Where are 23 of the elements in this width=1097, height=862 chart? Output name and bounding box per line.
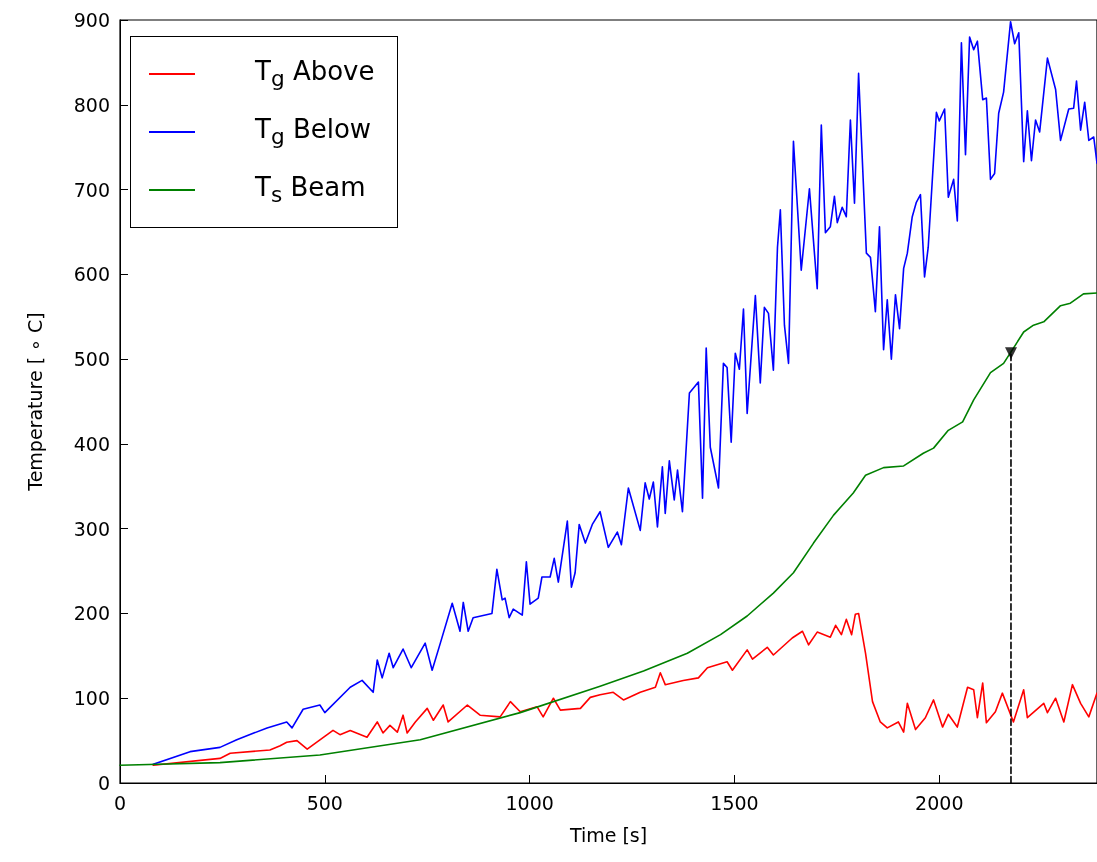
line-series (119, 292, 1097, 766)
y-tick-label: 500 (73, 348, 110, 371)
y-tick-label: 200 (73, 602, 110, 625)
line-series (152, 20, 1097, 766)
x-tick-label: 1000 (505, 791, 554, 814)
line-series (152, 612, 1097, 766)
y-tick-label: 800 (73, 93, 110, 116)
x-axis-title: Time [s] (568, 823, 648, 846)
y-axis-title: Temperature [ ∘ C] (23, 312, 46, 492)
y-tick-label: 600 (73, 263, 110, 286)
legend-label: T$_{g}$ Above (255, 56, 375, 92)
y-tick-label: 100 (73, 687, 110, 710)
y-tick-label: 300 (73, 517, 110, 540)
y-tick-label: 400 (73, 432, 110, 455)
x-tick-label: 500 (306, 791, 343, 814)
legend-label: T$_{s}$ Beam (255, 172, 366, 208)
x-tick-label: 2000 (915, 791, 964, 814)
legend-label: T$_{g}$ Below (255, 114, 372, 150)
x-tick-label: 0 (113, 791, 127, 814)
y-tick-label: 0 (97, 772, 110, 794)
x-tick-label: 1500 (710, 791, 759, 814)
y-tick-label: 900 (73, 9, 110, 31)
y-tick-label: 700 (73, 178, 110, 201)
